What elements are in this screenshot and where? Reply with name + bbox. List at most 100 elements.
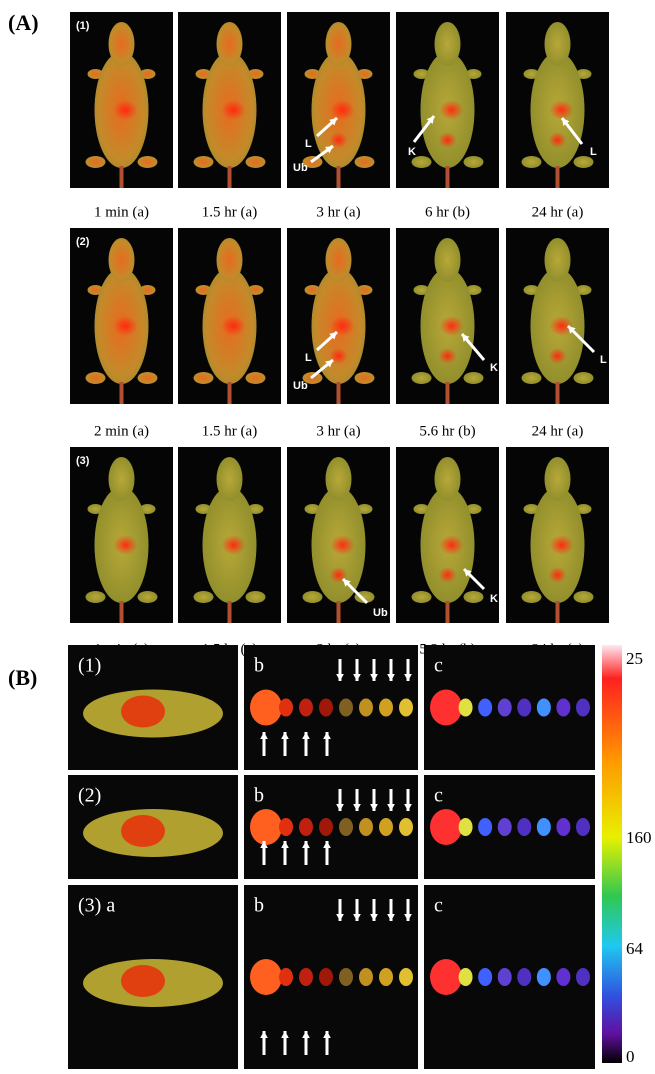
organ [498, 818, 512, 836]
annotation: L [590, 146, 597, 158]
signal [549, 132, 567, 148]
mouse-leg [194, 372, 214, 384]
organ [299, 968, 313, 986]
organ [250, 690, 282, 726]
signal [222, 100, 246, 120]
mouse-head [435, 457, 461, 501]
caption: 2 min (a) [94, 423, 149, 439]
colorbar [602, 645, 622, 1063]
row-label: (3) [76, 455, 90, 467]
organ [319, 699, 333, 717]
organ [339, 968, 353, 986]
signal [440, 535, 464, 555]
organ [379, 818, 393, 836]
organ [517, 699, 531, 717]
colorbar-tick-label: 0 [626, 1047, 635, 1066]
organ [339, 699, 353, 717]
mouse-head [435, 238, 461, 282]
annotation: Ub [373, 607, 388, 619]
organ [556, 699, 570, 717]
organ [121, 965, 165, 997]
mouse-tail [228, 166, 232, 188]
organ [576, 968, 590, 986]
organ [379, 968, 393, 986]
mouse-tail [556, 601, 560, 623]
panel-label: (A) [8, 10, 39, 35]
organ [299, 818, 313, 836]
mouse-tail [337, 166, 341, 188]
mouse-tail [446, 382, 450, 404]
mouse-leg [464, 156, 484, 168]
mouse-leg [574, 372, 594, 384]
organ [498, 699, 512, 717]
mouse-leg [355, 156, 375, 168]
signal [114, 316, 138, 336]
mouse-leg [412, 591, 432, 603]
mouse-leg [246, 156, 266, 168]
mouse-head [326, 457, 352, 501]
caption: 6 hr (b) [425, 204, 470, 220]
mouse-leg [86, 372, 106, 384]
mouse-head [326, 22, 352, 66]
organ [478, 818, 492, 836]
mouse-leg [303, 591, 323, 603]
mouse-leg [138, 372, 158, 384]
mouse-leg [522, 372, 542, 384]
caption: 24 hr (a) [532, 204, 584, 220]
organ [339, 818, 353, 836]
caption: 1 min (a) [94, 204, 149, 220]
mouse-leg [138, 156, 158, 168]
mouse-tail [446, 601, 450, 623]
caption: 1.5 hr (a) [202, 423, 257, 439]
organ [459, 818, 473, 836]
signal [222, 316, 246, 336]
organ [576, 818, 590, 836]
image-label: b [254, 655, 264, 677]
mouse-head [545, 457, 571, 501]
organ [399, 699, 413, 717]
organ [430, 809, 462, 845]
organ [576, 699, 590, 717]
annotation: K [490, 362, 498, 374]
mouse-head [217, 457, 243, 501]
mouse-tail [120, 601, 124, 623]
signal [114, 535, 138, 555]
organ [537, 968, 551, 986]
mouse-head [545, 238, 571, 282]
mouse-head [217, 238, 243, 282]
mouse-leg [522, 591, 542, 603]
image-label: c [434, 785, 443, 807]
organ [279, 818, 293, 836]
signal [439, 348, 457, 364]
mouse-tail [446, 166, 450, 188]
organ [556, 968, 570, 986]
mouse-leg [464, 591, 484, 603]
organ [299, 699, 313, 717]
mouse-tail [228, 601, 232, 623]
mouse-leg [522, 156, 542, 168]
signal [439, 567, 457, 583]
mouse-head [217, 22, 243, 66]
organ [478, 968, 492, 986]
mouse-head [545, 22, 571, 66]
mouse-tail [120, 382, 124, 404]
mouse-head [109, 22, 135, 66]
annotation: L [600, 354, 607, 366]
annotation: Ub [293, 380, 308, 392]
organ [537, 818, 551, 836]
mouse-tail [120, 166, 124, 188]
mouse-leg [464, 372, 484, 384]
mouse-leg [246, 372, 266, 384]
annotation: Ub [293, 162, 308, 174]
colorbar-tick-label: 64 [626, 939, 644, 958]
image-label: (2) [78, 785, 101, 807]
organ [359, 818, 373, 836]
organ [517, 818, 531, 836]
organ [478, 699, 492, 717]
mouse-head [435, 22, 461, 66]
organ [250, 959, 282, 995]
signal [114, 100, 138, 120]
organ [359, 968, 373, 986]
organ [121, 696, 165, 728]
mouse-tail [337, 382, 341, 404]
